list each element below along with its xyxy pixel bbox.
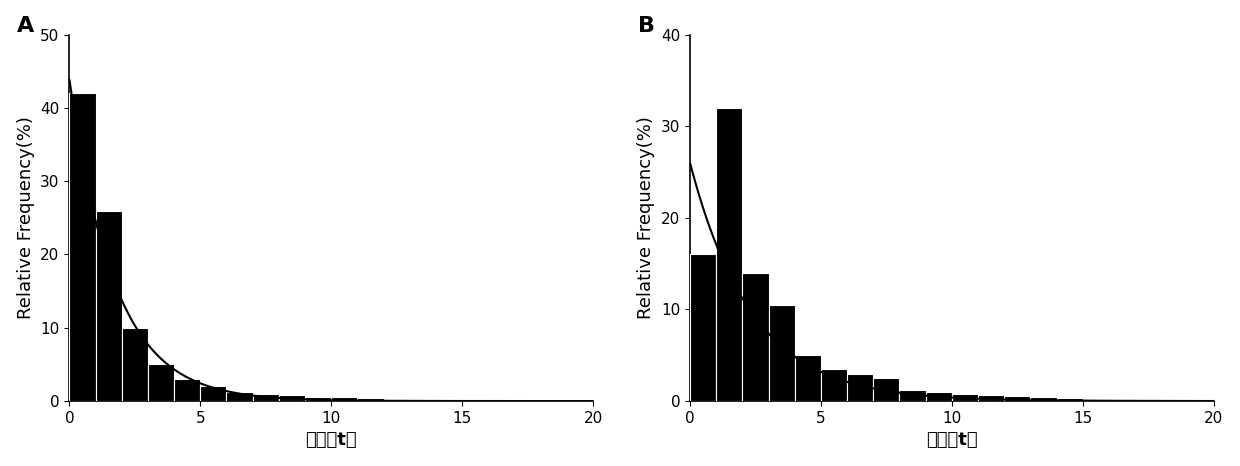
Bar [795, 355, 821, 401]
Bar [463, 399, 489, 401]
Bar [357, 398, 383, 401]
Bar [978, 395, 1004, 401]
Bar [122, 328, 148, 401]
Bar [1030, 397, 1056, 401]
Bar [148, 364, 174, 401]
X-axis label: 时间（t）: 时间（t） [305, 432, 357, 449]
Bar [95, 211, 122, 401]
Bar [873, 378, 899, 401]
Bar [769, 305, 795, 401]
Bar [174, 379, 200, 401]
Text: A: A [17, 16, 35, 36]
Bar [821, 369, 847, 401]
Bar [436, 399, 463, 401]
Bar [279, 395, 305, 401]
Bar [305, 397, 331, 401]
X-axis label: 时间（t）: 时间（t） [926, 432, 977, 449]
Bar [1083, 399, 1109, 401]
Bar [383, 399, 409, 401]
Bar [1135, 400, 1162, 401]
Y-axis label: Relative Frequency(%): Relative Frequency(%) [16, 116, 35, 319]
Bar [952, 394, 978, 401]
Bar [926, 392, 952, 401]
Bar [253, 394, 279, 401]
Bar [227, 392, 253, 401]
Bar [69, 93, 95, 401]
Bar [489, 400, 515, 401]
Bar [1056, 398, 1083, 401]
Bar [200, 386, 227, 401]
Bar [743, 273, 769, 401]
Bar [689, 254, 717, 401]
Text: B: B [637, 16, 655, 36]
Bar [515, 400, 541, 401]
Bar [847, 374, 873, 401]
Bar [1109, 399, 1135, 401]
Bar [541, 400, 567, 401]
Bar [331, 397, 357, 401]
Bar [1162, 400, 1188, 401]
Bar [899, 390, 926, 401]
Bar [717, 108, 743, 401]
Y-axis label: Relative Frequency(%): Relative Frequency(%) [637, 116, 656, 319]
Bar [1004, 397, 1030, 401]
Bar [409, 399, 436, 401]
